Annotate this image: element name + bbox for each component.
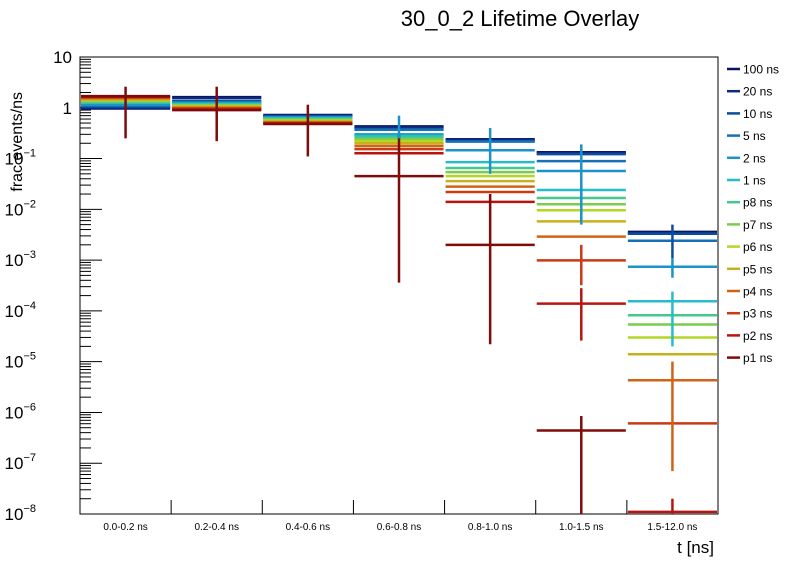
legend-entry: p8 ns xyxy=(743,196,772,210)
y-tick-label: 10 xyxy=(53,48,72,67)
legend-entry: p6 ns xyxy=(743,240,772,254)
legend-entry: p4 ns xyxy=(743,285,772,299)
x-tick-label: 0.4-0.6 ns xyxy=(286,522,330,533)
x-tick-label: 1.0-1.5 ns xyxy=(559,522,603,533)
error-bars xyxy=(124,86,674,514)
legend-entry: 20 ns xyxy=(743,85,772,99)
y-tick-label: 10−2 xyxy=(5,198,36,219)
legend-entry: p1 ns xyxy=(743,351,772,365)
y-tick-label: 10−6 xyxy=(5,401,36,422)
y-tick-label: 10−3 xyxy=(5,249,36,270)
legend-entry: 100 ns xyxy=(743,63,779,77)
x-tick-label: 0.8-1.0 ns xyxy=(468,522,512,533)
y-tick-label: 10−1 xyxy=(5,148,36,169)
legend-entry: p5 ns xyxy=(743,262,772,276)
y-tick-label: 10−7 xyxy=(5,452,36,473)
legend-entry: p2 ns xyxy=(743,329,772,343)
chart-title: 30_0_2 Lifetime Overlay xyxy=(401,6,639,31)
y-tick-label: 10−5 xyxy=(5,351,36,372)
x-tick-label: 0.0-0.2 ns xyxy=(103,522,147,533)
x-tick-label: 0.2-0.4 ns xyxy=(194,522,238,533)
legend-entry: p3 ns xyxy=(743,307,772,321)
x-axis-label: t [ns] xyxy=(677,538,714,557)
y-axis: 10 1 10−1 10−2 10−3 10−4 10−5 10−6 10−7 10−8 xyxy=(5,48,102,524)
y-axis-label: frac events/ns xyxy=(9,92,26,192)
x-axis: 0.0-0.2 ns 0.2-0.4 ns 0.4-0.6 ns 0.6-0.8 ns… xyxy=(103,500,697,533)
legend-entry: 2 ns xyxy=(743,151,766,165)
legend-entry: 5 ns xyxy=(743,129,766,143)
x-tick-label: 1.5-12.0 ns xyxy=(647,522,697,533)
legend-entry: p7 ns xyxy=(743,218,772,232)
y-tick-label: 10−8 xyxy=(5,503,36,524)
y-tick-label: 1 xyxy=(63,99,72,118)
legend: 100 ns 20 ns 10 ns 5 ns 2 ns 1 ns p8 ns p7 ns p6… xyxy=(727,63,779,365)
legend-entry: 10 ns xyxy=(743,107,772,121)
legend-entry: 1 ns xyxy=(743,174,766,188)
plot-frame xyxy=(79,56,719,515)
x-tick-label: 0.6-0.8 ns xyxy=(377,522,421,533)
y-tick-label: 10−4 xyxy=(5,300,36,321)
